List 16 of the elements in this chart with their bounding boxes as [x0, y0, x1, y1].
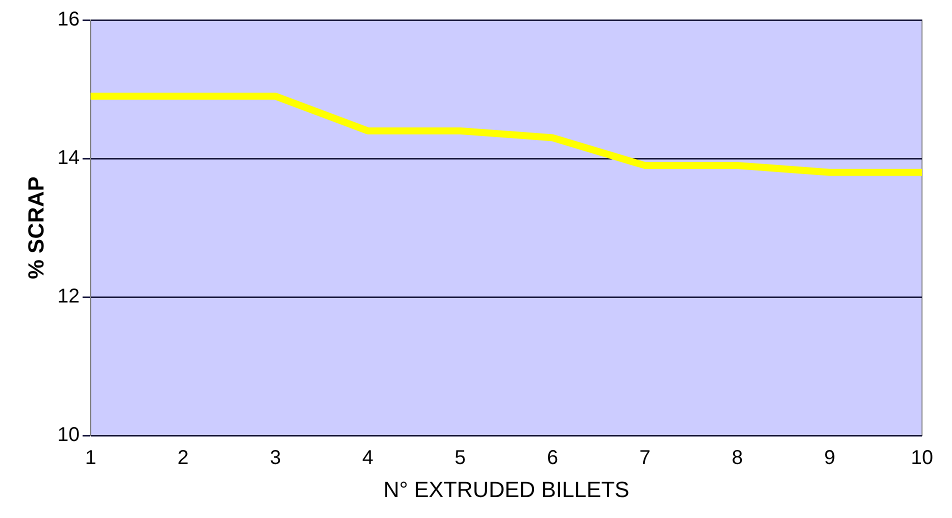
x-tick-label: 3	[270, 447, 281, 470]
x-tick-label: 1	[85, 447, 96, 470]
x-tick-label: 9	[824, 447, 836, 470]
y-axis-title: % SCRAP	[23, 176, 48, 280]
x-tick-label: 5	[454, 447, 466, 470]
x-tick-label: 7	[639, 447, 650, 470]
x-tick-label: 6	[546, 447, 558, 470]
x-tick-label: 4	[362, 447, 374, 470]
y-tick-label: 16	[57, 8, 80, 31]
x-axis-title: N° EXTRUDED BILLETS	[383, 476, 630, 502]
y-tick-label: 12	[57, 286, 80, 308]
y-tick-label: 10	[57, 424, 80, 446]
x-tick-label: 2	[177, 447, 189, 470]
y-tick-label: 14	[57, 147, 80, 170]
x-tick-label: 10	[910, 447, 934, 470]
x-tick-label: 8	[732, 447, 743, 470]
